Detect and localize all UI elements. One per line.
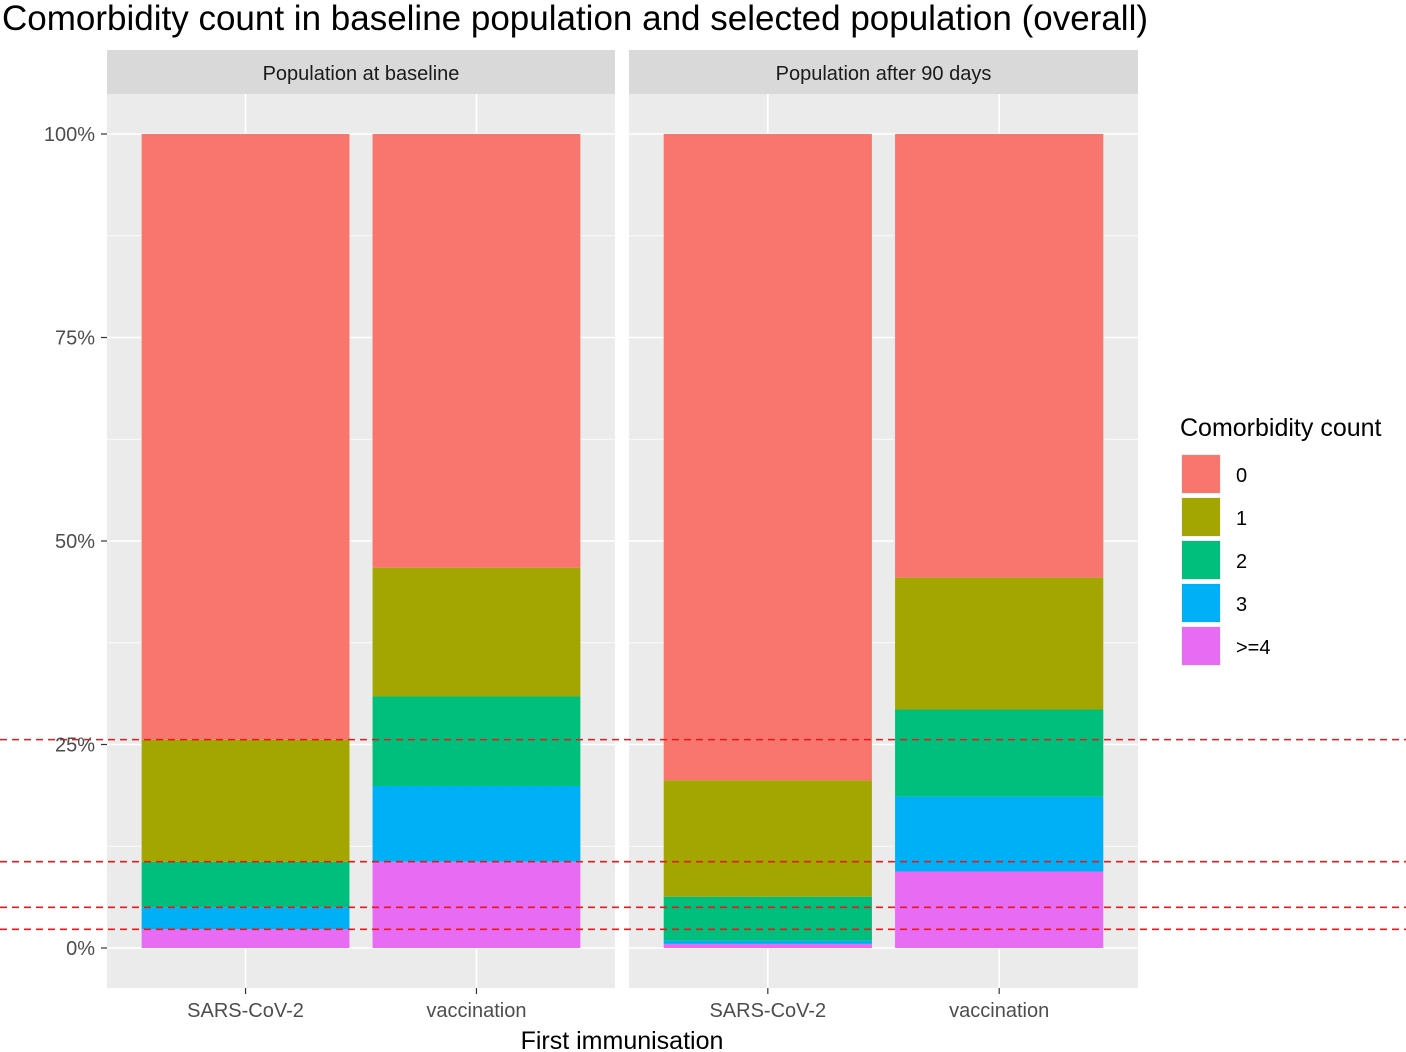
panel-strip-label: Population at baseline — [263, 63, 460, 85]
bar-segment-vaccination-3 — [895, 796, 1104, 872]
bar-segment-sars-cov-2-ge4 — [663, 943, 872, 948]
y-tick-label: 0% — [66, 938, 95, 960]
x-tick-label: SARS-CoV-2 — [187, 1000, 304, 1022]
legend-title: Comorbidity count — [1180, 414, 1382, 442]
legend-item: 0 — [1181, 454, 1247, 494]
bar-segment-sars-cov-2-1 — [663, 780, 872, 897]
panels: Population at baseline SARS-CoV-2 vaccinat… — [107, 50, 1138, 1022]
reference-lines — [0, 738, 1406, 931]
bar-segment-sars-cov-2-0 — [141, 134, 350, 740]
bar-segment-sars-cov-2-1 — [141, 739, 350, 862]
bar-segment-vaccination-2 — [895, 709, 1104, 797]
legend: Comorbidity count 0 1 2 3 >=4 — [1180, 414, 1382, 666]
bar-segment-sars-cov-2-0 — [663, 134, 872, 781]
legend-swatch — [1182, 541, 1220, 579]
x-tick-label: SARS-CoV-2 — [709, 1000, 826, 1022]
panel-strip — [629, 50, 1138, 94]
legend-swatch — [1182, 498, 1220, 536]
legend-item: 3 — [1181, 583, 1247, 623]
bar-segment-sars-cov-2-3 — [141, 907, 350, 930]
legend-label: 0 — [1236, 465, 1247, 487]
y-tick-label: 100% — [44, 124, 95, 146]
x-axis-title: First immunisation — [521, 1027, 724, 1052]
bar-segment-sars-cov-2-2 — [141, 861, 350, 908]
bar-segment-vaccination-2 — [372, 696, 581, 787]
legend-item: 1 — [1181, 497, 1247, 537]
legend-label: >=4 — [1236, 637, 1270, 659]
legend-label: 3 — [1236, 594, 1247, 616]
bar-segment-vaccination-1 — [895, 577, 1104, 710]
bar-segment-vaccination-ge4 — [372, 861, 581, 948]
legend-swatch — [1182, 455, 1220, 493]
x-tick-label: vaccination — [949, 1000, 1049, 1022]
panel-1: Population at baseline SARS-CoV-2 vaccinat… — [107, 50, 615, 1022]
bar-segment-sars-cov-2-3 — [663, 940, 872, 944]
bar-segment-vaccination-0 — [372, 134, 581, 568]
y-axis: 0% 25% 50% 75% 100% — [44, 124, 107, 960]
x-tick-label: vaccination — [426, 1000, 526, 1022]
chart-title: Comorbidity count in baseline population… — [2, 0, 1148, 38]
panel-strip-label: Population after 90 days — [776, 63, 992, 85]
panel-strip — [107, 50, 615, 94]
legend-item: >=4 — [1181, 626, 1270, 666]
bar-segment-vaccination-1 — [372, 567, 581, 697]
legend-item: 2 — [1181, 540, 1247, 580]
panel-2: Population after 90 days SARS-CoV-2 vaccin… — [629, 50, 1138, 1022]
y-tick-label: 50% — [55, 531, 95, 553]
legend-label: 2 — [1236, 551, 1247, 573]
y-tick-label: 25% — [55, 735, 95, 757]
legend-swatch — [1182, 584, 1220, 622]
legend-swatch — [1182, 627, 1220, 665]
bar-segment-sars-cov-2-ge4 — [141, 929, 350, 948]
bar-segment-vaccination-ge4 — [895, 871, 1104, 948]
legend-label: 1 — [1236, 508, 1247, 530]
y-tick-label: 75% — [55, 328, 95, 350]
bar-segment-vaccination-0 — [895, 134, 1104, 578]
bar-segment-vaccination-3 — [372, 786, 581, 862]
bar-segment-sars-cov-2-2 — [663, 896, 872, 941]
